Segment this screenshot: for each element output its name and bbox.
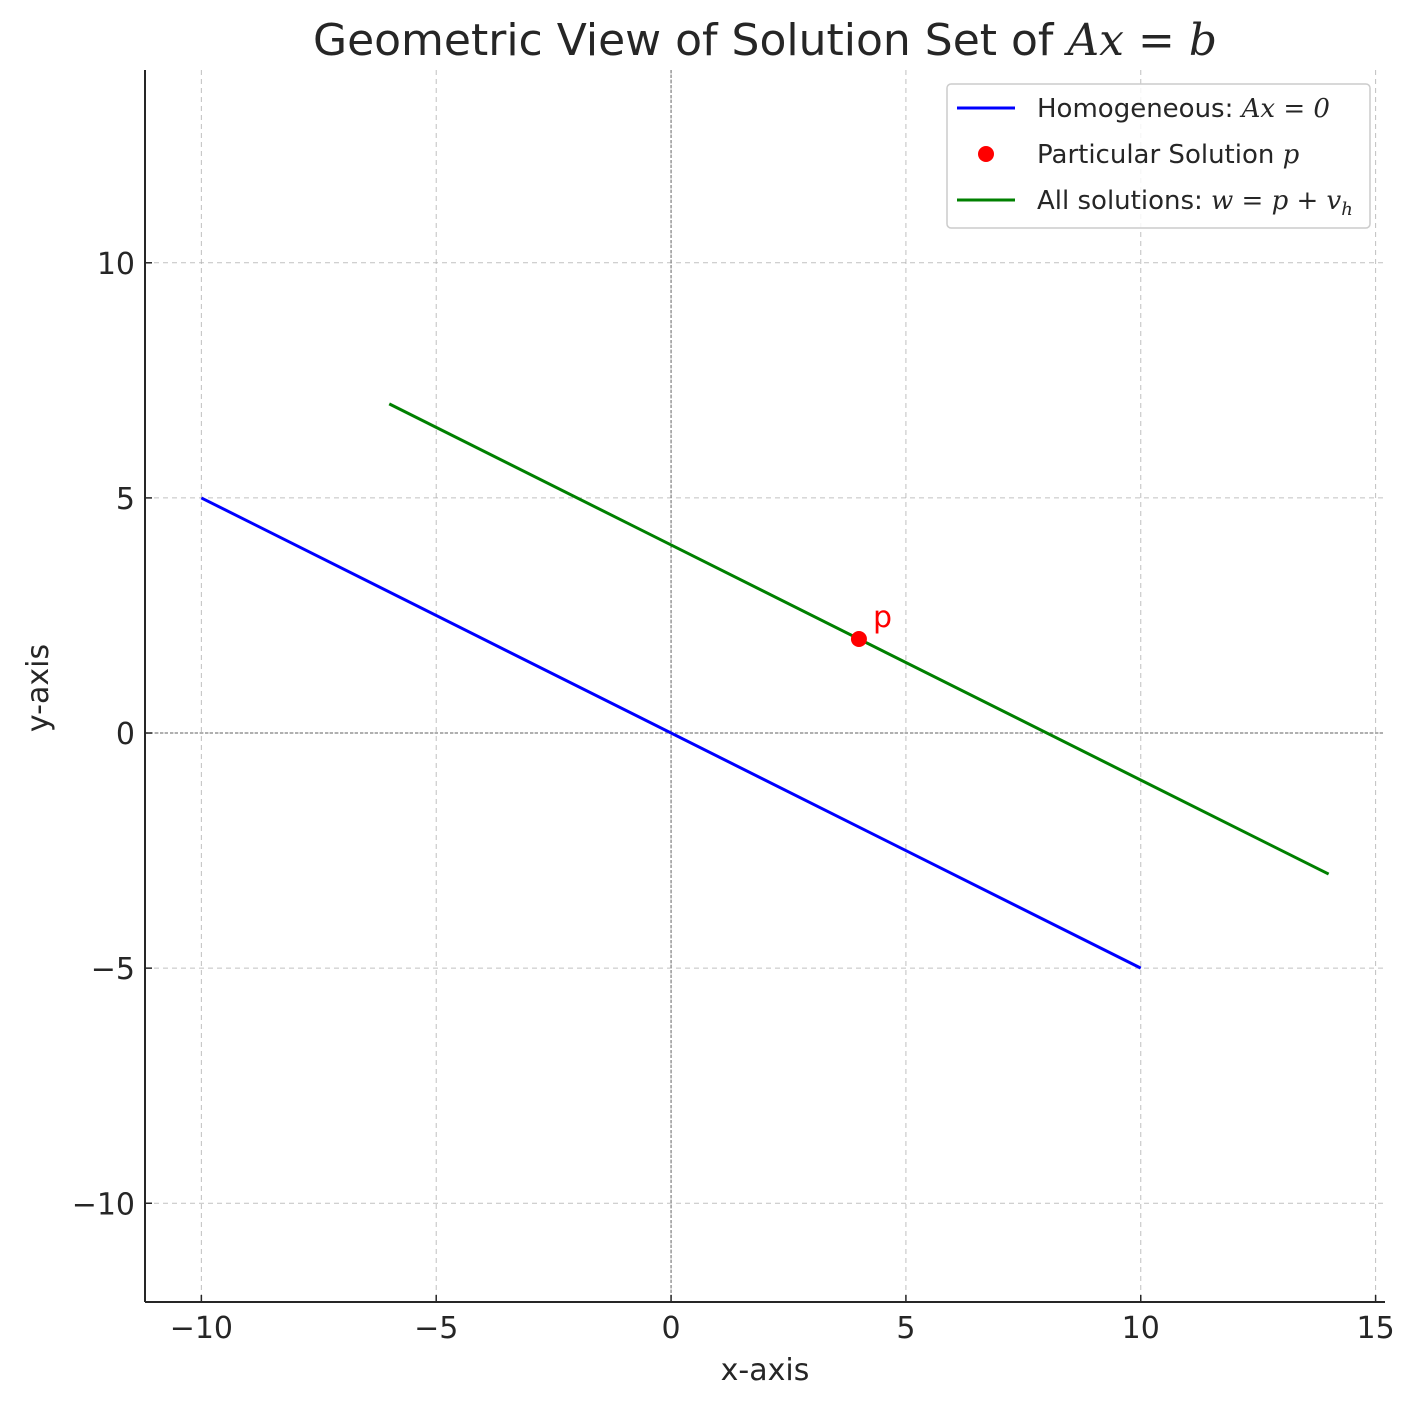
legend-label-particular-text: Particular Solution [1037,140,1283,170]
tick-labels: −10 −5 0 5 10 15 −10 −5 0 5 10 [72,247,1395,1346]
chart-title-math: Ax = b [1063,15,1217,66]
x-tick-label: −10 [170,1311,233,1346]
legend-swatch-particular [978,146,994,162]
legend-label-particular-math: p [1283,140,1300,170]
y-tick-label: 5 [116,482,135,517]
series-point-1 [850,630,867,647]
x-tick-label: 10 [1122,1311,1160,1346]
legend-label-homogeneous-math: Ax = 0 [1240,94,1330,124]
annotation-label: p [873,600,892,635]
y-tick-label: 0 [116,717,135,752]
legend: Homogeneous: Ax = 0 Particular Solution … [946,83,1371,229]
legend-label-all-solutions-text: All solutions: [1037,186,1211,216]
chart-title: Geometric View of Solution Set of Ax = b [313,15,1217,66]
legend-label-all-solutions-sub: h [1341,199,1353,220]
chart-title-text: Geometric View of Solution Set of [313,15,1067,66]
legend-label-homogeneous: Homogeneous: Ax = 0 [1037,94,1330,124]
plot-series: p [200,402,1330,970]
y-tick-label: 10 [97,247,135,282]
grid [145,70,1385,1302]
axes [144,70,1385,1303]
x-tick-label: 15 [1357,1311,1395,1346]
origin-lines [145,70,1385,1302]
x-axis-label: x-axis [721,1353,810,1388]
x-tick-label: −5 [414,1311,458,1346]
y-axis-label: y-axis [21,644,56,732]
legend-label-all-solutions: All solutions: w = p + vh [1037,186,1353,220]
legend-label-all-solutions-math: w = p + v [1211,186,1342,216]
x-tick-label: 0 [662,1311,681,1346]
series-line-0 [200,496,1142,970]
y-tick-label: −5 [91,952,135,987]
legend-label-particular: Particular Solution p [1037,140,1300,170]
legend-box [946,83,1371,229]
legend-label-homogeneous-text: Homogeneous: [1037,94,1242,124]
x-tick-label: 5 [896,1311,915,1346]
y-tick-label: −10 [72,1187,135,1222]
